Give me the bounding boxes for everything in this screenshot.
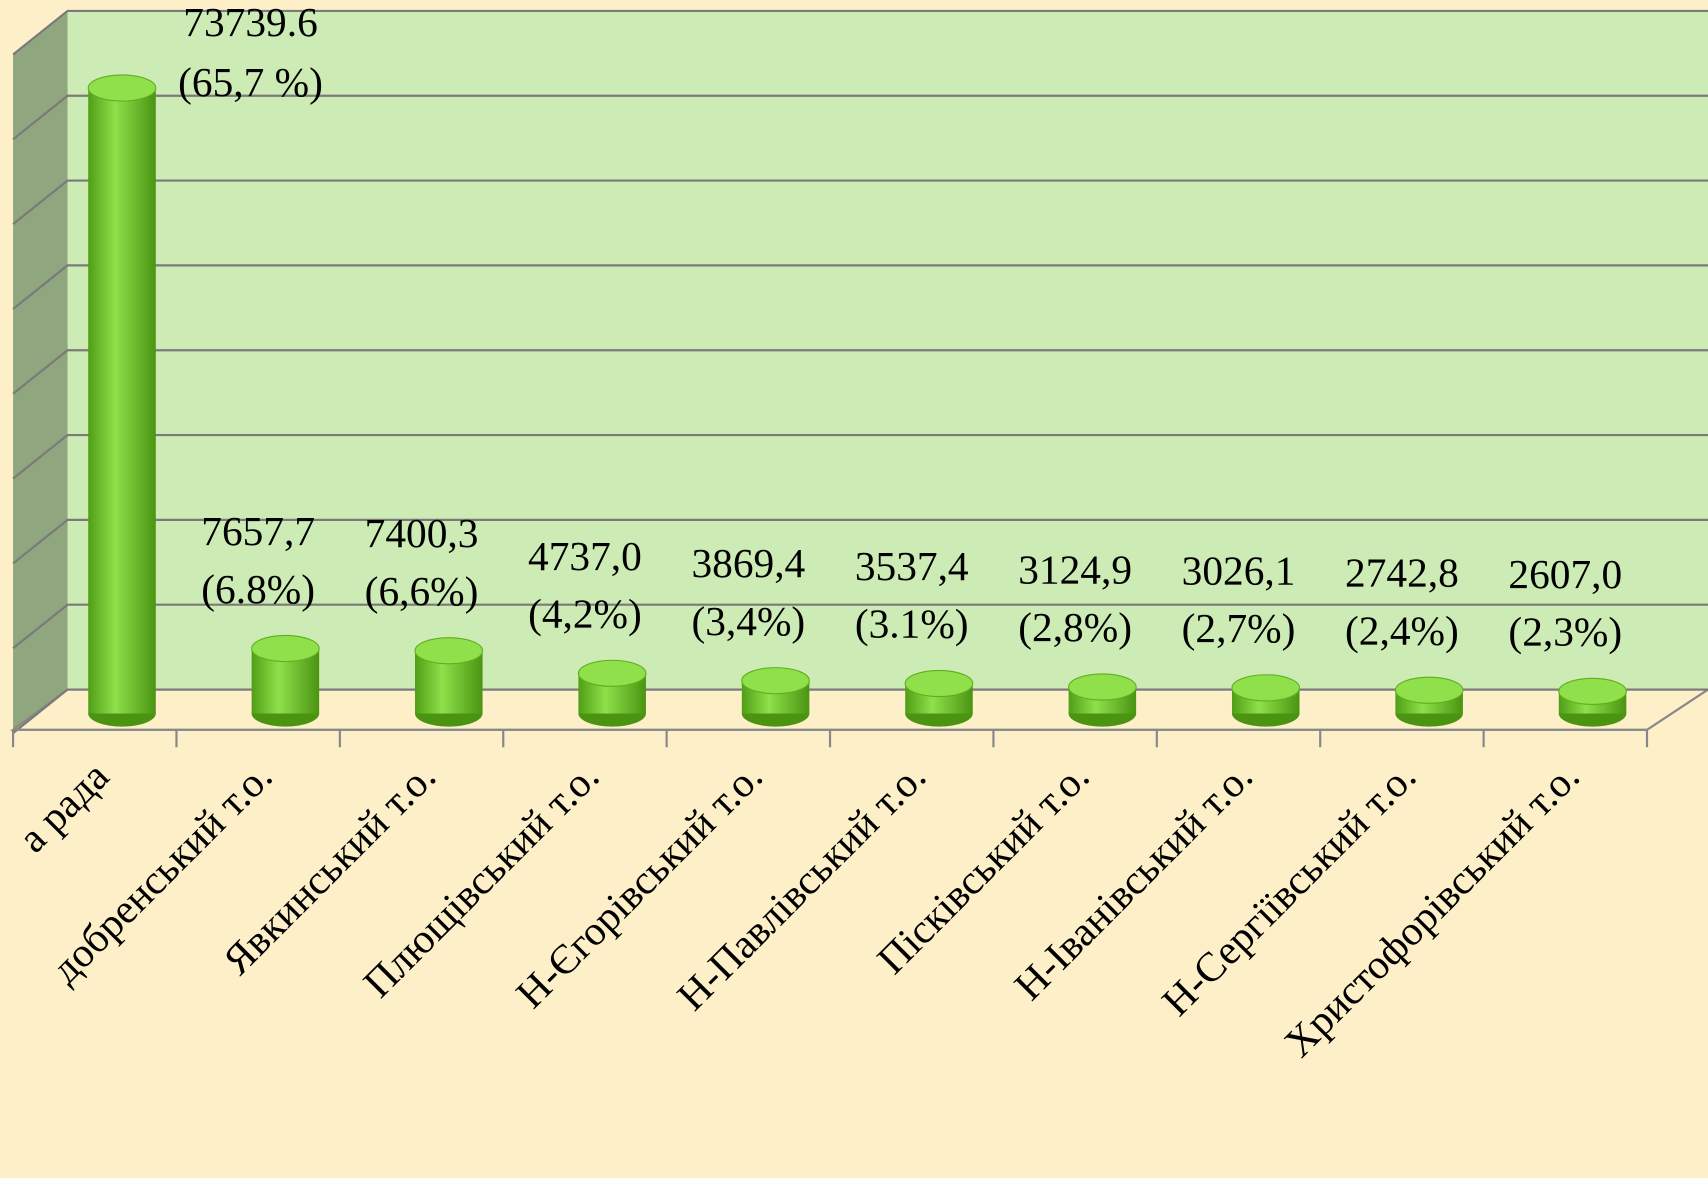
share-label: (2,3%) <box>1508 609 1622 656</box>
share-label: (6,6%) <box>365 568 479 615</box>
share-label: (3.1%) <box>855 601 969 648</box>
bar-top <box>1558 677 1627 706</box>
grid-line <box>12 518 1708 565</box>
bar <box>88 87 156 714</box>
bar-top <box>251 634 320 663</box>
share-label: (2,8%) <box>1018 604 1132 651</box>
bar-top <box>904 669 974 698</box>
value-label: 3869,4 <box>691 540 805 586</box>
grid-line <box>12 349 1708 395</box>
grid-line <box>12 433 1708 480</box>
value-label: 73739.6 <box>183 0 317 45</box>
bar-top <box>1068 673 1137 701</box>
share-label: (3,4%) <box>691 598 805 645</box>
value-label: 3537,4 <box>855 543 969 589</box>
bar-top <box>1394 676 1464 704</box>
bar-top <box>87 74 157 102</box>
value-label: 2742,8 <box>1345 550 1459 596</box>
share-label: (2,7%) <box>1182 605 1296 652</box>
bar-top <box>1231 674 1301 702</box>
value-label: 3124,9 <box>1018 547 1132 593</box>
grid-line <box>12 179 1708 225</box>
value-label: 7400,3 <box>365 510 479 556</box>
x-tick-label: а рада <box>9 753 117 861</box>
value-label: 4737,0 <box>528 533 642 579</box>
grid-line <box>12 264 1708 310</box>
bar-top <box>741 667 810 695</box>
bar-top <box>577 659 647 687</box>
share-label: (65,7 %) <box>178 59 323 106</box>
grid-line <box>12 94 1708 141</box>
share-label: (4,2%) <box>528 591 642 638</box>
grid-line <box>12 688 1708 734</box>
value-label: 7657,7 <box>201 508 315 554</box>
value-label: 3026,1 <box>1182 547 1296 593</box>
x-tick-label: Христофорівський т.о. <box>1275 753 1588 1066</box>
share-label: (2,4%) <box>1345 607 1459 654</box>
grid-line <box>12 603 1708 650</box>
share-label: (6.8%) <box>201 566 315 613</box>
value-label: 2607,0 <box>1508 551 1622 597</box>
grid-line <box>12 9 1708 56</box>
bar-top <box>414 637 484 665</box>
